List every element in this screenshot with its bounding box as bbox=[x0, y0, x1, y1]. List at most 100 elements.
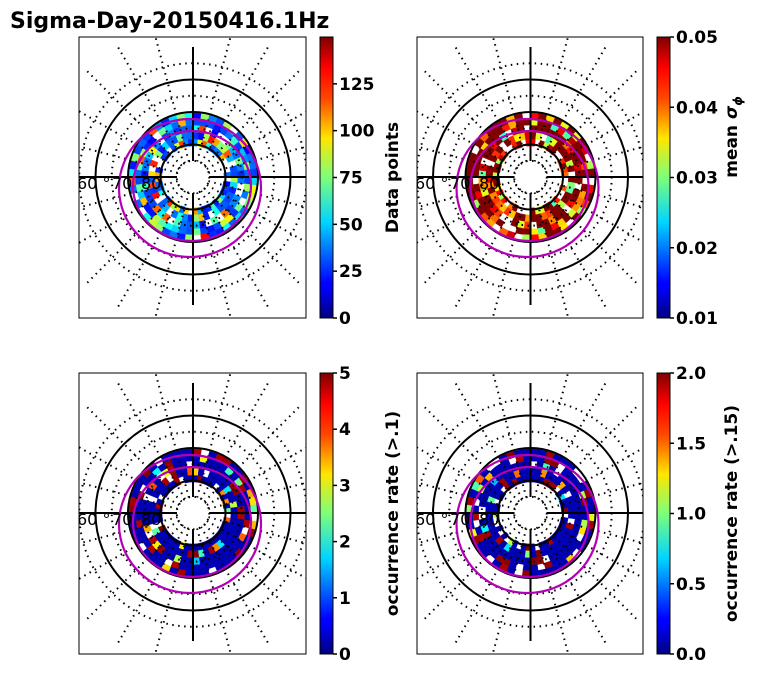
latitude-label-70: 70 bbox=[112, 510, 132, 529]
colorbar-tick-label: 0 bbox=[339, 309, 351, 329]
colorbar-tick-label: 0 bbox=[339, 645, 351, 665]
dotted-meridian bbox=[203, 523, 300, 620]
dotted-meridian bbox=[537, 382, 607, 500]
heatmap-cell bbox=[530, 228, 539, 236]
heatmap-cell bbox=[574, 169, 583, 178]
colorbar-tick-label: 0.5 bbox=[676, 575, 706, 595]
dotted-meridian bbox=[491, 528, 528, 654]
heatmap-cell bbox=[587, 504, 595, 514]
dotted-meridian bbox=[533, 373, 570, 498]
colorbar-tick-label: 75 bbox=[339, 169, 363, 189]
colorbar-tick-label: 0.01 bbox=[676, 309, 718, 329]
dotted-meridian bbox=[86, 406, 183, 503]
colorbar-label: Data points bbox=[383, 122, 403, 233]
panel-data-points: 60 ° 70 80 0 25 50 75 100 125 Data points bbox=[78, 36, 403, 329]
dotted-meridian bbox=[417, 446, 518, 506]
polar-plot: 60 ° 70 80 bbox=[415, 373, 643, 654]
dotted-meridian bbox=[79, 516, 178, 545]
dotted-meridian bbox=[196, 373, 232, 498]
dotted-meridian bbox=[533, 528, 570, 654]
dotted-meridian bbox=[203, 187, 300, 284]
latitude-label-60: 60 ° bbox=[415, 510, 448, 529]
latitude-label-80: 80 bbox=[479, 510, 499, 529]
heatmap-cell bbox=[192, 228, 201, 236]
latitude-label-80: 80 bbox=[141, 510, 161, 529]
dotted-meridian bbox=[86, 70, 183, 167]
dotted-meridian bbox=[196, 37, 232, 162]
dotted-meridian bbox=[208, 180, 306, 209]
dotted-meridian bbox=[203, 70, 300, 167]
dotted-meridian bbox=[417, 516, 516, 545]
colorbar-tick-label: 4 bbox=[339, 420, 351, 440]
heatmap-cell bbox=[530, 564, 539, 572]
dotted-meridian bbox=[423, 70, 520, 167]
colorbar-tick-label: 0.02 bbox=[676, 239, 718, 259]
colorbar-tick-label: 125 bbox=[339, 75, 375, 95]
polar-plot: 60 ° 70 80 bbox=[79, 37, 306, 318]
dotted-meridian bbox=[154, 373, 190, 498]
dotted-meridian bbox=[545, 481, 643, 510]
dotted-meridian bbox=[491, 373, 528, 498]
dotted-meridian bbox=[537, 526, 607, 644]
dotted-meridian bbox=[541, 70, 638, 167]
dotted-meridian bbox=[200, 526, 269, 644]
dotted-meridian bbox=[117, 526, 186, 644]
colorbar-label: occurrence rate (>.15) bbox=[722, 405, 742, 622]
auroral-oval-equatorward bbox=[455, 117, 600, 259]
dotted-meridian bbox=[417, 145, 516, 174]
colorbar-tick-label: 3 bbox=[339, 476, 351, 496]
dotted-meridian bbox=[117, 190, 186, 308]
dotted-meridian bbox=[454, 190, 524, 308]
auroral-oval-equatorward bbox=[117, 117, 263, 259]
heatmap-cell bbox=[148, 501, 157, 509]
dotted-meridian bbox=[545, 180, 643, 209]
dotted-meridian bbox=[454, 526, 524, 644]
heatmap-cell bbox=[237, 505, 246, 514]
heatmap-cell bbox=[485, 165, 495, 173]
colorbar-tick-label: 0.05 bbox=[676, 28, 718, 48]
plot-frame bbox=[416, 372, 644, 655]
dotted-meridian bbox=[203, 406, 300, 503]
dotted-meridian bbox=[533, 37, 570, 162]
colorbar: 0.01 0.02 0.03 0.04 0.05 mean σϕ bbox=[656, 28, 745, 329]
dotted-meridian bbox=[196, 192, 232, 318]
plot-frame bbox=[78, 372, 307, 655]
colorbar-tick-label: 25 bbox=[339, 262, 363, 282]
dotted-meridian bbox=[541, 523, 638, 620]
colorbar-tick-label: 5 bbox=[339, 364, 351, 384]
colorbar-gradient bbox=[656, 36, 671, 319]
panel-occurrence-rate-0.1: 60 ° 70 80 0 1 2 3 4 5 occurrence rate (>.1) bbox=[78, 364, 403, 665]
heatmap-cell bbox=[574, 505, 583, 514]
colorbar-tick-label: 50 bbox=[339, 215, 363, 235]
colorbar-tick-label: 0.0 bbox=[676, 645, 706, 665]
colorbar-gradient bbox=[319, 372, 334, 655]
heatmap-cell bbox=[250, 168, 258, 178]
heatmap-cell bbox=[523, 221, 531, 230]
dotted-meridian bbox=[206, 110, 306, 170]
dotted-meridian bbox=[208, 481, 306, 510]
heatmap-cell bbox=[185, 221, 194, 230]
dotted-meridian bbox=[423, 523, 520, 620]
colorbar-tick-label: 0.03 bbox=[676, 169, 718, 189]
polar-plot: 60 ° 70 80 bbox=[417, 37, 643, 318]
colorbar: 0.0 0.5 1.0 1.5 2.0 occurrence rate (>.15) bbox=[656, 364, 742, 665]
heatmap-cell bbox=[522, 564, 531, 572]
dotted-meridian bbox=[79, 110, 180, 170]
figure-title: Sigma-Day-20150416.1Hz bbox=[10, 9, 329, 34]
dotted-meridian bbox=[208, 145, 306, 174]
dotted-meridian bbox=[543, 110, 643, 170]
dotted-meridian bbox=[79, 446, 180, 506]
colorbar-tick-label: 2 bbox=[339, 533, 351, 553]
plot-frame bbox=[416, 36, 644, 319]
dotted-meridian bbox=[491, 37, 528, 162]
heatmap-cell bbox=[192, 564, 201, 572]
dotted-meridian bbox=[86, 187, 183, 284]
heatmap-cell bbox=[229, 165, 238, 173]
heatmap-cell bbox=[185, 564, 194, 572]
colorbar-tick-label: 1.0 bbox=[676, 505, 706, 525]
heatmap-cell bbox=[237, 169, 246, 178]
heatmap-cell bbox=[197, 468, 205, 477]
dotted-meridian bbox=[200, 46, 269, 164]
dotted-meridian bbox=[86, 523, 183, 620]
auroral-oval-poleward bbox=[131, 465, 253, 579]
